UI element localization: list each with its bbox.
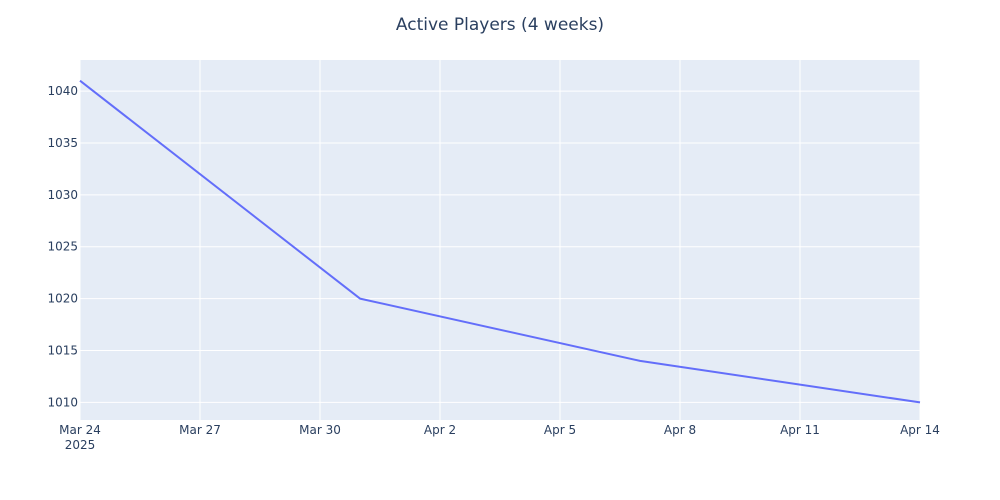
y-tick-label: 1025 <box>47 240 78 254</box>
x-tick-label: Mar 30 <box>299 423 341 437</box>
y-tick-label: 1020 <box>47 292 78 306</box>
y-axis-ticks: 1010 1015 1020 1025 1030 1035 1040 <box>47 84 78 409</box>
y-tick-label: 1040 <box>47 84 78 98</box>
chart-title: Active Players (4 weeks) <box>396 15 604 35</box>
x-tick-label: Mar 24 <box>59 423 101 437</box>
x-tick-label: Apr 14 <box>900 423 940 437</box>
y-tick-label: 1035 <box>47 136 78 150</box>
x-tick-label: Apr 5 <box>544 423 576 437</box>
x-tick-label: Apr 2 <box>424 423 456 437</box>
series-line <box>79 79 921 404</box>
x-tick-label: Apr 8 <box>664 423 696 437</box>
x-tick-label: Mar 27 <box>179 423 221 437</box>
y-tick-label: 1010 <box>47 395 78 409</box>
grid-lines <box>79 60 921 420</box>
y-tick-label: 1015 <box>47 343 78 357</box>
y-tick-label: 1030 <box>47 188 78 202</box>
plot-background <box>80 60 920 420</box>
x-tick-year-label: 2025 <box>65 438 96 452</box>
x-tick-label: Apr 11 <box>780 423 820 437</box>
series-layer <box>79 79 921 404</box>
